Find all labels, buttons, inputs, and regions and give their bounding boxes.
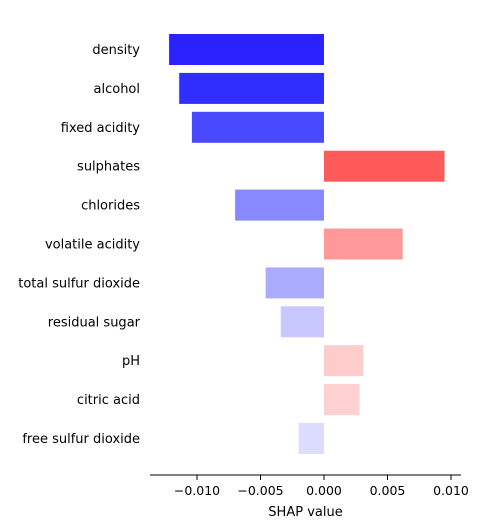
x-axis-title: SHAP value [268,505,342,520]
bar-chlorides [235,189,324,221]
category-label: volatile acidity [45,238,140,253]
category-label: chlorides [81,199,140,214]
x-axis: −0.010 −0.005 0.000 0.005 0.010 [150,474,469,498]
bar-sulphates [324,150,445,182]
bar-fixed-acidity [191,111,324,143]
category-label: free sulfur dioxide [22,432,140,447]
bar-volatile-acidity [324,228,403,260]
category-label: citric acid [77,393,140,408]
category-label: total sulfur dioxide [18,276,140,291]
category-label: alcohol [94,82,140,97]
category-labels: density alcohol fixed acidity sulphates chlo… [18,43,140,447]
bars-layer [169,34,445,454]
x-tick-label: 0.010 [433,483,469,498]
category-label: fixed acidity [61,121,141,136]
bar-residual-sugar [280,306,324,338]
bar-total-sulfur-dioxide [265,267,324,299]
x-tick-label: 0.000 [306,483,342,498]
x-tick-label: 0.005 [370,483,406,498]
x-tick-label: −0.005 [237,483,283,498]
x-tick-label: −0.010 [174,483,220,498]
category-label: sulphates [77,160,140,175]
category-label: density [92,43,140,58]
category-label: residual sugar [48,315,141,330]
bar-alcohol [179,72,324,104]
bar-pH [324,345,364,377]
category-label: pH [122,354,140,369]
bar-citric-acid [324,384,360,416]
bar-free-sulfur-dioxide [298,423,324,454]
bar-density [169,34,324,65]
